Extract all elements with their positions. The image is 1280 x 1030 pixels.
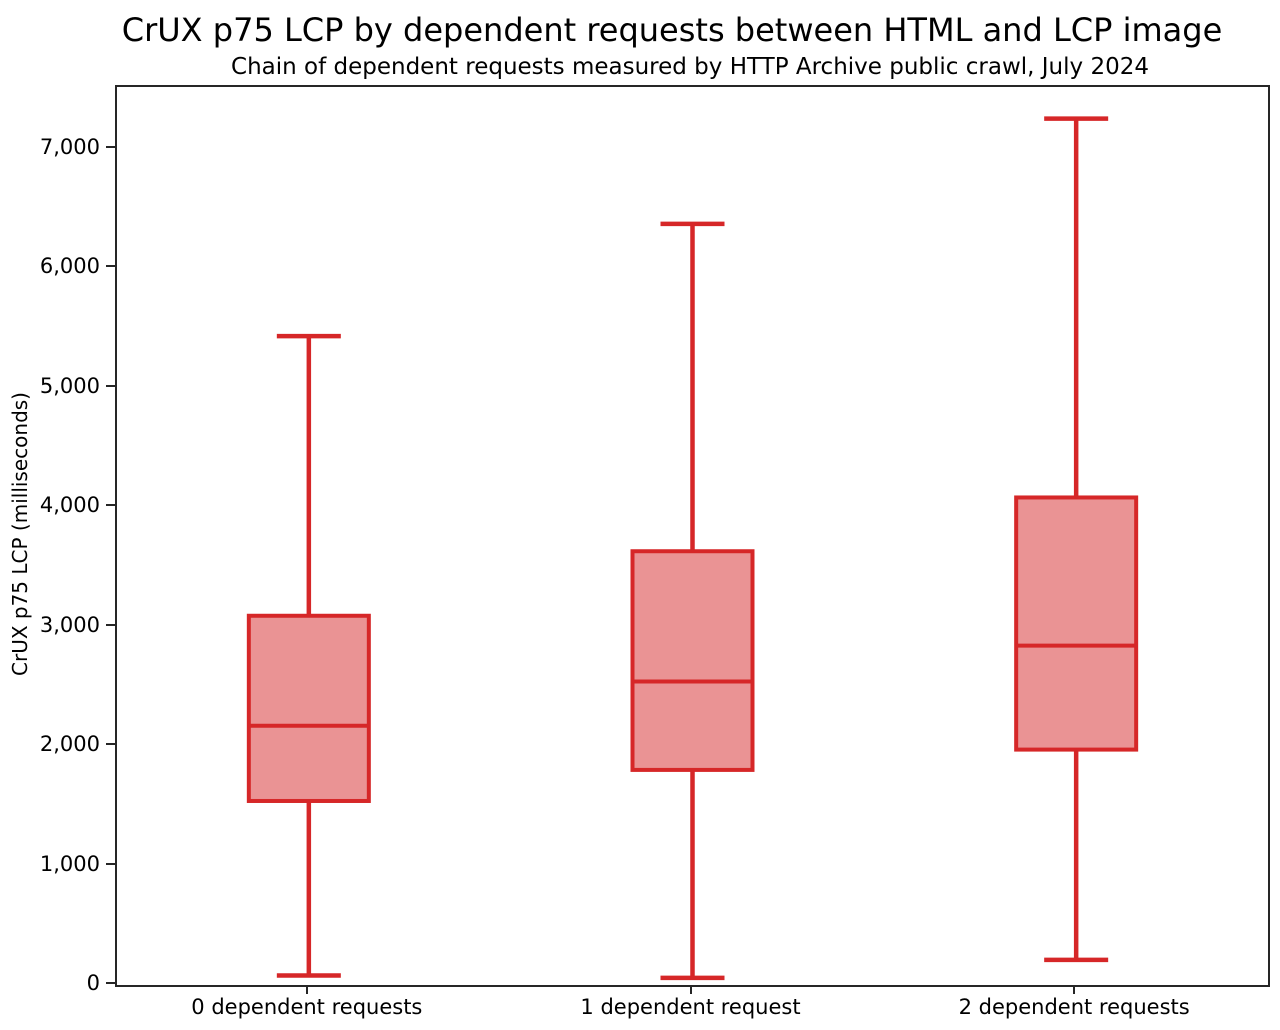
y-tick-mark <box>106 623 115 626</box>
x-tick-mark <box>305 985 308 994</box>
y-tick-label: 1,000 <box>39 851 100 876</box>
box-iqr-rect <box>630 549 755 772</box>
y-tick-mark <box>106 504 115 507</box>
box-iqr-rect <box>246 613 371 803</box>
x-tick-mark <box>1073 985 1076 994</box>
plot-area <box>115 85 1270 987</box>
y-tick-label: 6,000 <box>39 254 100 279</box>
y-tick-label: 3,000 <box>39 612 100 637</box>
chart-title: CrUX p75 LCP by dependent requests betwe… <box>121 11 1223 49</box>
y-tick-label: 7,000 <box>39 134 100 159</box>
y-tick-mark <box>106 743 115 745</box>
y-tick-mark <box>106 145 115 148</box>
x-tick-label: 0 dependent requests <box>191 995 423 1019</box>
chart-subtitle: Chain of dependent requests measured by … <box>231 54 1149 80</box>
boxplot-svg <box>246 116 1139 981</box>
x-tick-label: 2 dependent requests <box>958 995 1190 1019</box>
y-tick-mark <box>106 265 115 268</box>
y-tick-label: 4,000 <box>39 493 100 518</box>
box-iqr-rect <box>1014 495 1139 752</box>
y-tick-mark <box>106 982 115 984</box>
y-tick-mark <box>106 862 115 865</box>
x-tick-label: 1 dependent request <box>580 995 801 1019</box>
y-tick-mark <box>106 384 115 387</box>
x-tick-mark <box>689 985 692 994</box>
y-tick-label: 5,000 <box>39 373 100 398</box>
y-tick-label: 0 <box>86 971 100 995</box>
y-tick-label: 2,000 <box>39 732 100 756</box>
